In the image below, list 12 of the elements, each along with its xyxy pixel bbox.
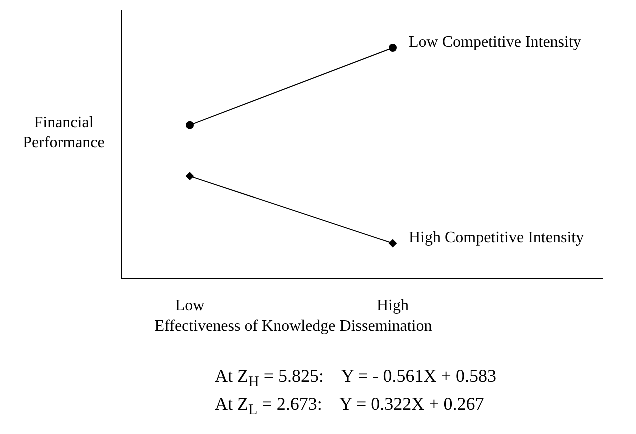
series-label: High Competitive Intensity (409, 230, 584, 247)
x-tick-label: High (377, 298, 409, 315)
text: At Z$_{H}$ = 5.825: Y = - 0.561X + 0.583 (215, 366, 496, 393)
point (186, 121, 194, 130)
point (389, 44, 397, 52)
point (186, 172, 194, 180)
x-tick-label: Low (175, 298, 206, 315)
point (389, 239, 397, 248)
text: At Z$_{L}$ = 2.673: Y = 0.322X + 0.267 (215, 394, 486, 420)
x-axis-title: Effectiveness of Knowledge Dissemination (154, 318, 432, 336)
y-axis-title: Financial Performance (23, 114, 105, 152)
series-label: Low Competitive Intensity (409, 34, 582, 52)
